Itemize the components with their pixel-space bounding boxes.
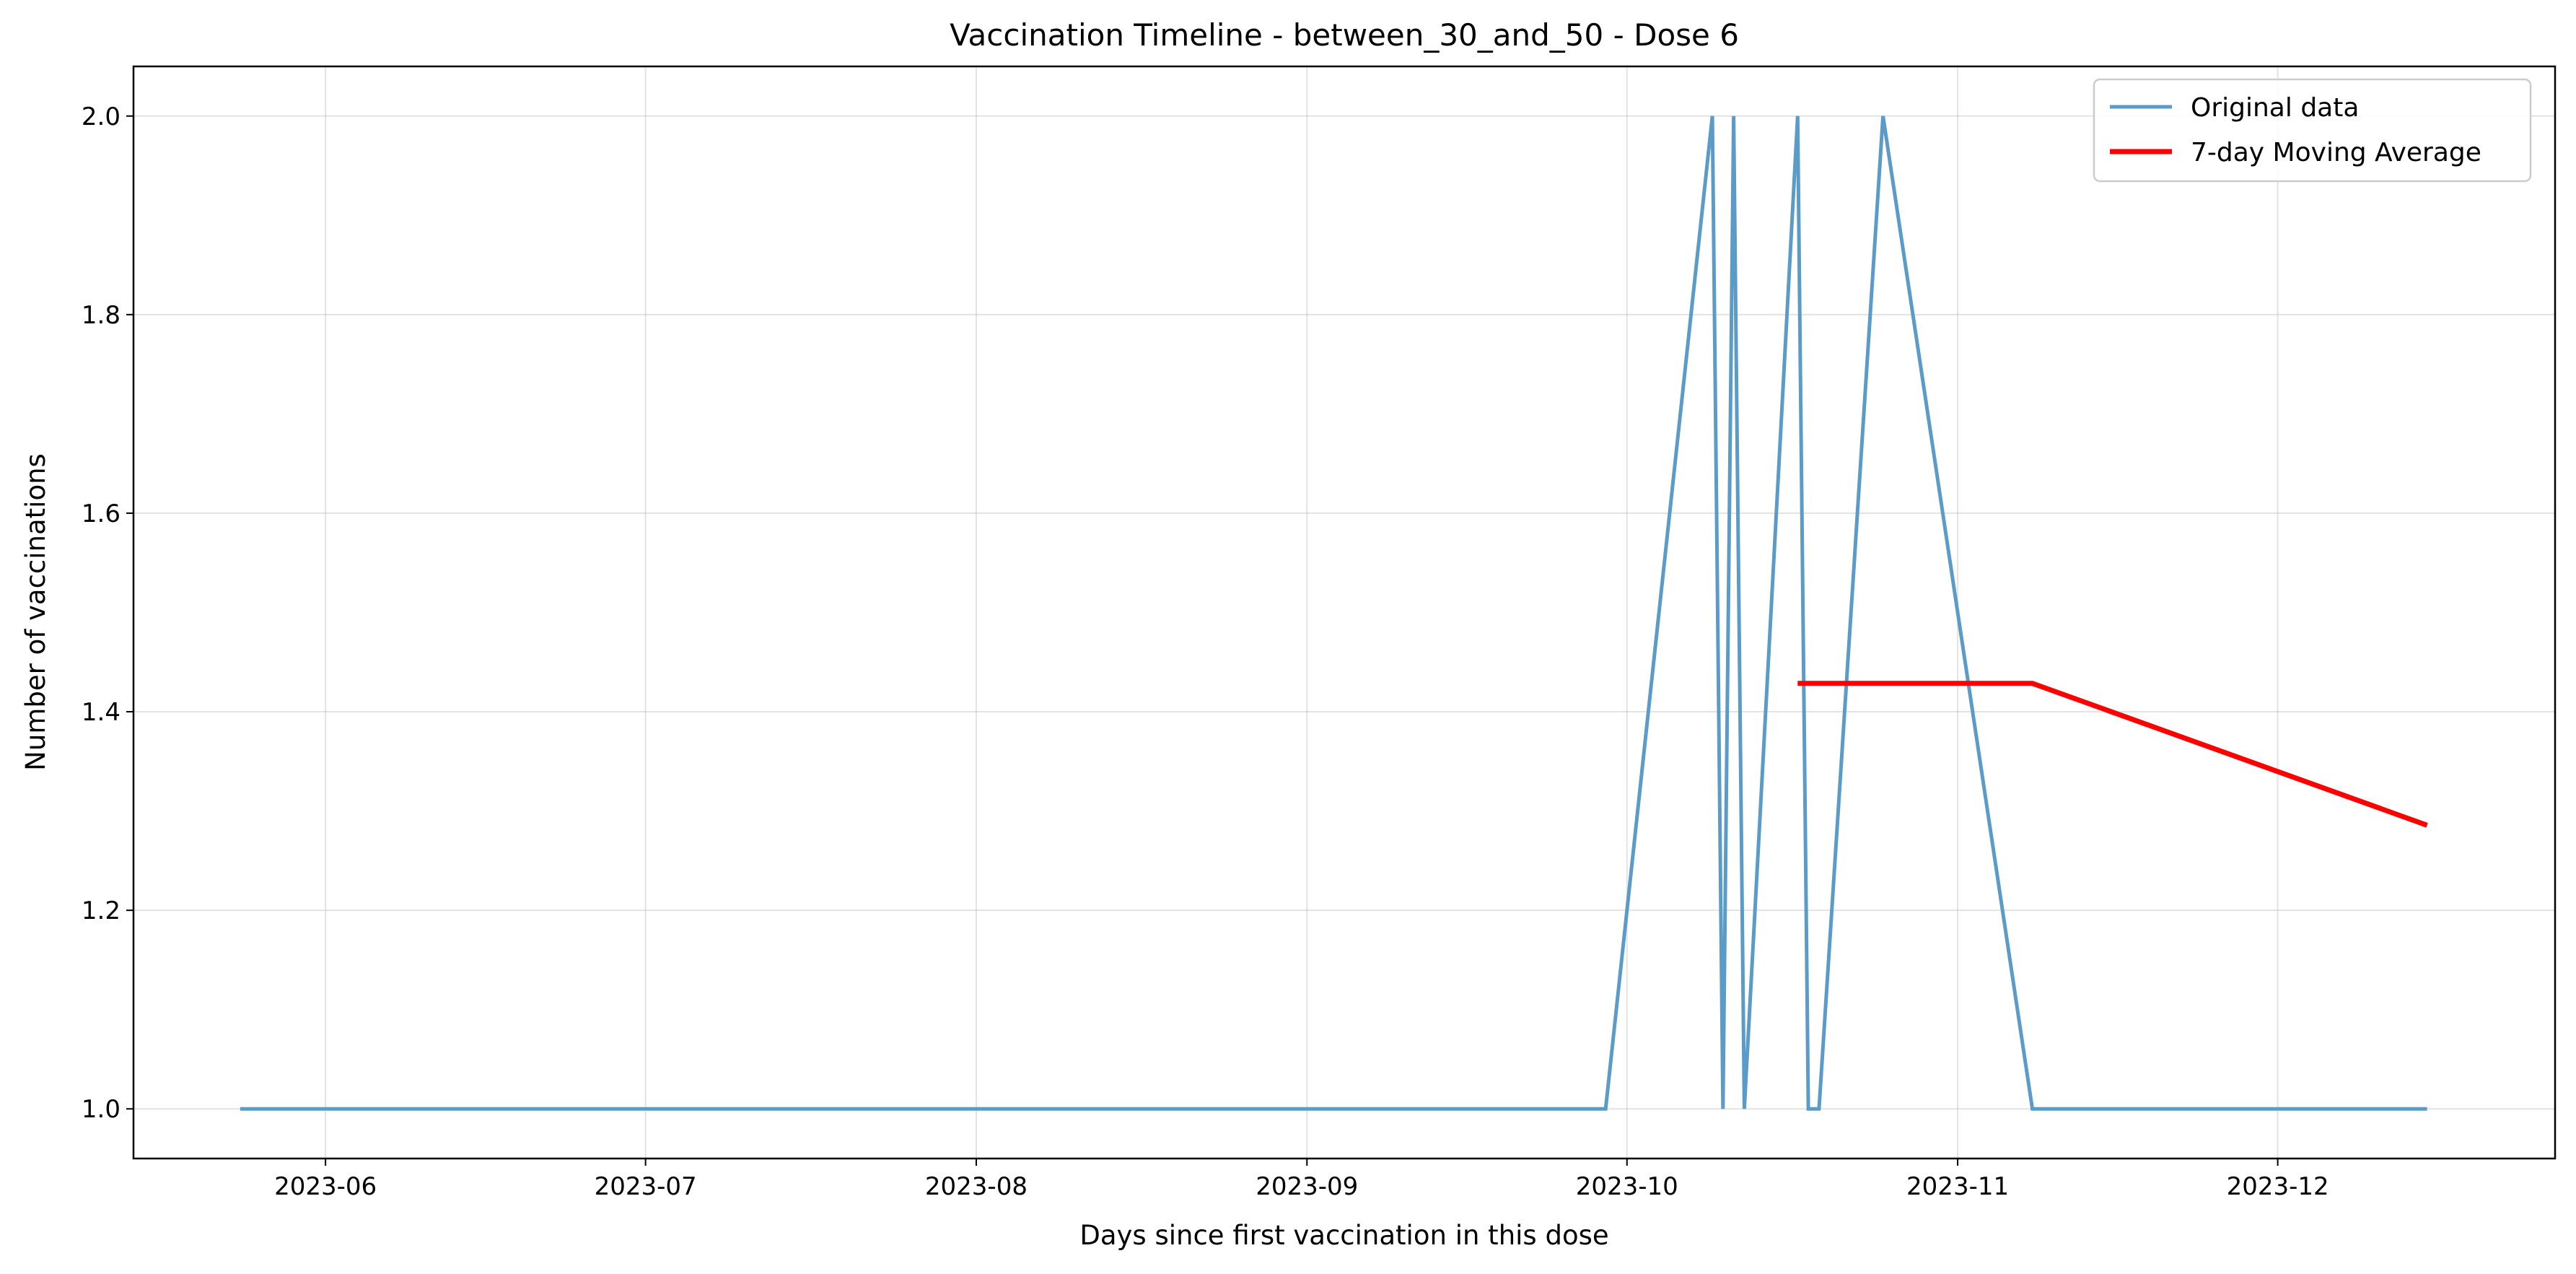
y-tick-label: 1.6 (82, 499, 121, 528)
x-tick-label: 2023-12 (2227, 1172, 2329, 1201)
legend-label-original: Original data (2191, 93, 2359, 123)
x-tick-label: 2023-11 (1906, 1172, 2009, 1201)
chart-title: Vaccination Timeline - between_30_and_50… (950, 17, 1739, 53)
x-tick-label: 2023-10 (1576, 1172, 1678, 1201)
legend-box (2093, 78, 2532, 183)
series-line-moving-average (1797, 681, 2428, 828)
y-tick-label: 2.0 (82, 102, 121, 131)
plot-frame (132, 65, 2557, 1160)
plot-background (133, 66, 2555, 1159)
y-axis-ticks: 1.0 1.2 1.4 1.6 1.8 2.0 (82, 102, 133, 1124)
y-axis-label: Number of vaccinations (20, 453, 51, 771)
x-axis-label: Days since first vaccination in this dos… (1079, 1220, 1608, 1251)
legend-label-moving-average: 7-day Moving Average (2191, 138, 2481, 167)
x-axis-ticks: 2023-06 2023-07 2023-08 2023-09 2023-10 2023-… (274, 1159, 2329, 1201)
x-tick-label: 2023-08 (925, 1172, 1028, 1201)
y-tick-label: 1.0 (82, 1095, 121, 1124)
series-layer (240, 115, 2428, 1111)
y-tick-label: 1.4 (82, 698, 121, 727)
x-tick-label: 2023-06 (274, 1172, 377, 1201)
y-tick-label: 1.8 (82, 301, 121, 330)
series-line-original-data (240, 115, 2427, 1111)
legend: Original data 7-day Moving Average (2093, 78, 2532, 183)
x-tick-label: 2023-07 (595, 1172, 697, 1201)
y-tick-label: 1.2 (82, 896, 121, 925)
x-tick-label: 2023-09 (1256, 1172, 1358, 1201)
